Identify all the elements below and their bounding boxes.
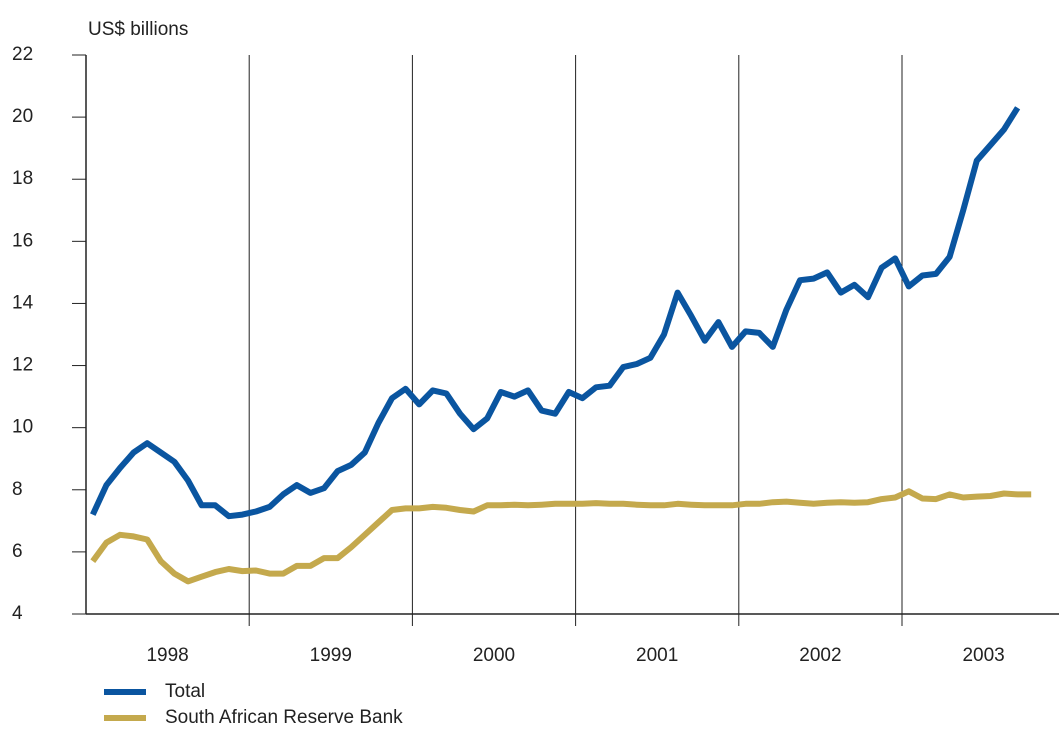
y-tick-label: 16 <box>12 230 33 251</box>
legend-label: Total <box>165 681 205 702</box>
x-tick-label: 1998 <box>146 645 188 666</box>
x-tick-label: 2001 <box>636 645 678 666</box>
y-tick-label: 4 <box>12 603 23 624</box>
y-tick-label: 12 <box>12 355 33 376</box>
y-tick-label: 6 <box>12 541 23 562</box>
x-tick-label: 2002 <box>799 645 841 666</box>
x-tick-label: 2000 <box>473 645 515 666</box>
y-tick-label: 10 <box>12 417 33 438</box>
data-line <box>90 106 1021 520</box>
y-tick-label: 18 <box>12 168 33 189</box>
x-tick-label: 1999 <box>310 645 352 666</box>
y-axis-label: US$ billions <box>88 19 188 40</box>
y-tick-label: 14 <box>12 292 34 313</box>
y-tick-label: 8 <box>12 479 23 500</box>
y-tick-label: 22 <box>12 44 33 65</box>
y-tick-label: 20 <box>12 106 33 127</box>
legend-label: South African Reserve Bank <box>165 707 403 728</box>
data-line <box>90 488 1032 585</box>
x-tick-label: 2003 <box>962 645 1004 666</box>
